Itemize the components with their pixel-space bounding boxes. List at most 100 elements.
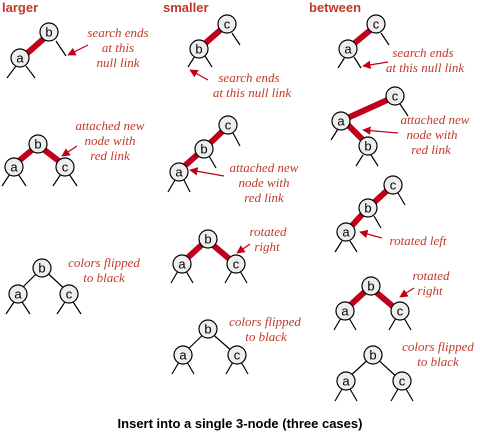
- svg-text:b: b: [204, 322, 211, 337]
- svg-text:rotated: rotated: [249, 224, 287, 239]
- svg-text:red link: red link: [244, 190, 284, 205]
- svg-text:attached new: attached new: [76, 118, 145, 133]
- smaller-step-rotated-right: b a c rotated right: [170, 224, 287, 284]
- arrow-icon: [67, 44, 89, 56]
- between-step-rotated-right: b a c rotated right: [333, 268, 450, 331]
- svg-text:red link: red link: [90, 148, 130, 163]
- node-c: [390, 301, 410, 321]
- node-a: [8, 284, 28, 304]
- svg-text:rotated left: rotated left: [390, 233, 447, 248]
- svg-text:at this null link: at this null link: [213, 85, 292, 100]
- node-b: [358, 136, 378, 156]
- svg-text:node with: node with: [85, 133, 136, 148]
- svg-text:b: b: [364, 201, 371, 216]
- node-b: [32, 258, 52, 278]
- node-b: [361, 276, 381, 296]
- column-header-larger: larger: [2, 0, 38, 15]
- arrow-icon: [236, 243, 251, 254]
- svg-text:a: a: [179, 348, 187, 363]
- node-c: [217, 14, 237, 34]
- svg-text:red link: red link: [411, 142, 451, 157]
- node-a: [331, 111, 351, 131]
- svg-text:colors flipped: colors flipped: [402, 339, 474, 354]
- node-c: [55, 157, 75, 177]
- svg-text:a: a: [344, 42, 352, 57]
- arrow-icon: [359, 229, 383, 239]
- svg-text:c: c: [390, 178, 397, 193]
- svg-text:b: b: [195, 42, 202, 57]
- svg-text:at this: at this: [102, 40, 134, 55]
- node-b: [198, 229, 218, 249]
- svg-text:right: right: [417, 283, 443, 298]
- node-a: [335, 301, 355, 321]
- svg-text:c: c: [225, 118, 232, 133]
- svg-text:c: c: [66, 287, 73, 302]
- node-b: [363, 345, 383, 365]
- node-a: [172, 254, 192, 274]
- svg-text:c: c: [399, 374, 406, 389]
- svg-text:a: a: [14, 287, 22, 302]
- svg-text:b: b: [369, 348, 376, 363]
- node-b: [28, 134, 48, 154]
- svg-text:c: c: [224, 17, 231, 32]
- node-a: [4, 157, 24, 177]
- svg-text:to black: to black: [417, 354, 459, 369]
- node-a: [173, 345, 193, 365]
- larger-step-attached: b a c attached new node with red link: [1, 118, 145, 187]
- between-step-attached: c a b attached new node with red link: [330, 86, 470, 167]
- arrow-icon: [362, 126, 399, 135]
- node-c: [385, 86, 405, 106]
- svg-text:b: b: [34, 137, 41, 152]
- svg-text:a: a: [341, 304, 349, 319]
- node-b: [358, 198, 378, 218]
- svg-text:c: c: [392, 89, 399, 104]
- svg-text:c: c: [373, 17, 380, 32]
- svg-text:b: b: [204, 232, 211, 247]
- svg-text:b: b: [45, 25, 52, 40]
- between-step-flipped: b a c colors flipped to black: [334, 339, 474, 402]
- node-b: [194, 139, 214, 159]
- svg-text:b: b: [38, 261, 45, 276]
- column-header-between: between: [309, 0, 361, 15]
- node-b: [189, 39, 209, 59]
- svg-text:colors flipped: colors flipped: [68, 255, 140, 270]
- smaller-step-search: c b search ends at this null link: [187, 14, 292, 100]
- svg-text:attached new: attached new: [401, 112, 470, 127]
- arrow-icon: [61, 145, 78, 157]
- node-a: [336, 371, 356, 391]
- node-a: [338, 39, 358, 59]
- smaller-step-flipped: b a c colors flipped to black: [171, 314, 301, 375]
- node-b: [39, 22, 59, 42]
- larger-step-flipped: b a c colors flipped to black: [5, 255, 140, 315]
- arrow-icon: [189, 69, 209, 81]
- svg-text:at this null link: at this null link: [386, 60, 465, 75]
- svg-text:c: c: [397, 304, 404, 319]
- svg-text:c: c: [233, 257, 240, 272]
- svg-text:a: a: [342, 374, 350, 389]
- svg-text:b: b: [200, 142, 207, 157]
- node-c: [227, 345, 247, 365]
- svg-text:a: a: [16, 51, 24, 66]
- svg-text:to black: to black: [245, 329, 287, 344]
- svg-text:b: b: [364, 139, 371, 154]
- node-c: [59, 284, 79, 304]
- column-header-smaller: smaller: [163, 0, 209, 15]
- svg-text:search ends: search ends: [87, 25, 148, 40]
- svg-text:to black: to black: [83, 270, 125, 285]
- node-c: [383, 175, 403, 195]
- arrow-icon: [362, 60, 389, 69]
- svg-text:search ends: search ends: [392, 45, 453, 60]
- svg-text:c: c: [234, 348, 241, 363]
- svg-text:node with: node with: [239, 175, 290, 190]
- node-a: [10, 48, 30, 68]
- arrow-icon: [399, 287, 415, 298]
- svg-text:right: right: [254, 239, 280, 254]
- svg-text:b: b: [367, 279, 374, 294]
- svg-text:node with: node with: [407, 127, 458, 142]
- node-b: [198, 319, 218, 339]
- node-c: [226, 254, 246, 274]
- svg-text:a: a: [178, 257, 186, 272]
- node-c: [392, 371, 412, 391]
- node-c: [218, 115, 238, 135]
